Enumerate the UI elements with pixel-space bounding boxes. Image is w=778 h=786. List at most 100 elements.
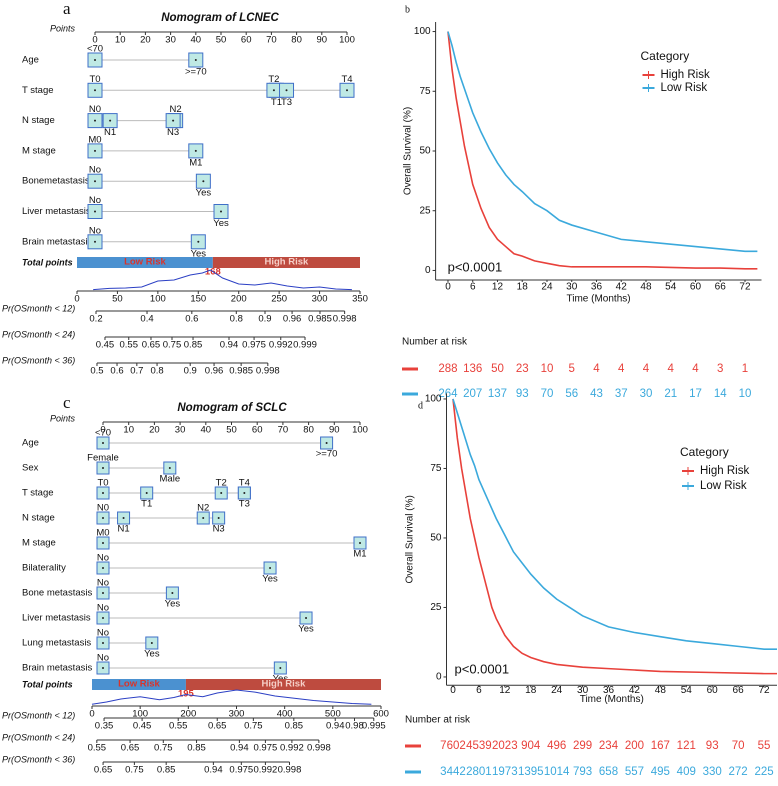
level-label: No bbox=[97, 628, 109, 639]
level-dot bbox=[150, 642, 153, 644]
level-label: N2 bbox=[170, 104, 182, 115]
level-label: Yes bbox=[262, 574, 278, 585]
prob-tick-label: 0.75 bbox=[154, 743, 173, 754]
level-dot bbox=[202, 180, 205, 183]
x-axis-title: Time (Months) bbox=[580, 694, 644, 705]
risk-count: 1014 bbox=[544, 766, 570, 778]
x-tick-label: 100 bbox=[339, 35, 355, 46]
total-label: Total points bbox=[22, 257, 73, 267]
x-tick-label: 30 bbox=[175, 425, 186, 436]
variable-label: Age bbox=[22, 438, 39, 449]
prob-axis-label: Pr(OSmonth < 12) bbox=[2, 710, 75, 720]
prob-tick-label: 0.6 bbox=[110, 366, 123, 377]
level-dot bbox=[325, 442, 328, 444]
x-tick-label: 72 bbox=[739, 282, 751, 293]
level-dot bbox=[269, 567, 272, 569]
prob-tick-label: 0.98 bbox=[345, 721, 364, 732]
prob-tick-label: 0.55 bbox=[119, 340, 138, 351]
survival-curve bbox=[452, 398, 777, 650]
x-tick-label: 6 bbox=[476, 685, 482, 696]
p-value: p<0.0001 bbox=[448, 259, 503, 274]
risk-count: 4539 bbox=[466, 740, 492, 752]
density-curve bbox=[93, 269, 352, 291]
level-dot bbox=[102, 617, 104, 619]
risk-count: 288 bbox=[438, 363, 457, 375]
level-label: M0 bbox=[96, 528, 109, 539]
level-dot bbox=[102, 467, 104, 469]
y-tick-label: 0 bbox=[425, 265, 431, 276]
x-tick-label: 70 bbox=[278, 425, 289, 436]
level-label: T1 bbox=[141, 499, 152, 510]
prob-tick-label: 0.2 bbox=[89, 314, 102, 325]
risk-bar bbox=[212, 257, 360, 268]
prob-tick-label: 0.998 bbox=[278, 765, 302, 776]
prob-tick-label: 0.9 bbox=[184, 366, 197, 377]
level-label: T3 bbox=[281, 97, 292, 108]
variable-label: Liver metastasis bbox=[22, 206, 91, 217]
risk-count: 10 bbox=[739, 388, 752, 400]
level-label: <70 bbox=[95, 428, 111, 439]
y-axis-title: Overall Survival (%) bbox=[405, 495, 416, 583]
x-tick-label: 36 bbox=[603, 685, 615, 696]
prob-tick-label: 0.45 bbox=[96, 340, 115, 351]
risk-bar bbox=[185, 679, 381, 690]
level-label: No bbox=[97, 578, 109, 589]
level-label: Yes bbox=[165, 599, 181, 610]
level-dot bbox=[305, 617, 308, 619]
total-tick-label: 150 bbox=[190, 294, 206, 305]
prob-tick-label: 0.975 bbox=[229, 765, 253, 776]
x-tick-label: 30 bbox=[566, 282, 578, 293]
risk-count: 10 bbox=[541, 363, 554, 375]
risk-table-title: Number at risk bbox=[402, 337, 468, 348]
panel: c Nomogram of SCLC Points 0 10 20 30 40 50 60 70 80… bbox=[2, 393, 389, 776]
risk-count: 121 bbox=[677, 740, 696, 752]
total-tick-label: 500 bbox=[325, 709, 341, 720]
x-tick-label: 12 bbox=[492, 282, 504, 293]
total-tick-label: 0 bbox=[89, 709, 94, 720]
level-label: T1 bbox=[271, 97, 282, 108]
risk-count: 4 bbox=[643, 363, 650, 375]
y-tick-label: 25 bbox=[430, 602, 442, 613]
risk-count: 272 bbox=[729, 766, 748, 778]
level-dot bbox=[172, 119, 175, 122]
level-label: T4 bbox=[341, 74, 352, 85]
level-label: Male bbox=[160, 474, 181, 485]
risk-bar bbox=[92, 679, 186, 690]
survival-curve bbox=[447, 31, 758, 253]
level-label: T0 bbox=[97, 478, 108, 489]
x-tick-label: 60 bbox=[690, 282, 702, 293]
risk-count: 21 bbox=[664, 388, 677, 400]
risk-count: 14 bbox=[714, 388, 727, 400]
risk-count: 496 bbox=[547, 740, 566, 752]
risk-count: 557 bbox=[625, 766, 644, 778]
risk-count: 50 bbox=[491, 363, 504, 375]
survival-curve bbox=[447, 31, 758, 270]
x-tick-label: 66 bbox=[733, 685, 745, 696]
level-dot bbox=[168, 467, 171, 469]
risk-count: 330 bbox=[703, 766, 722, 778]
risk-count: 93 bbox=[706, 740, 719, 752]
variable-label: Brain metastasis bbox=[22, 236, 92, 247]
prob-tick-label: 0.96 bbox=[283, 314, 302, 325]
total-tick-label: 200 bbox=[231, 294, 247, 305]
x-tick-label: 60 bbox=[241, 35, 252, 46]
total-tick-label: 200 bbox=[180, 709, 196, 720]
level-dot bbox=[346, 89, 348, 92]
prob-tick-label: 0.94 bbox=[326, 721, 345, 732]
level-dot bbox=[171, 592, 174, 594]
variable-label: Age bbox=[22, 55, 39, 66]
level-dot bbox=[102, 667, 104, 669]
prob-tick-label: 0.85 bbox=[184, 340, 203, 351]
risk-count: 793 bbox=[573, 766, 592, 778]
prob-tick-label: 0.85 bbox=[285, 721, 304, 732]
points-label: Points bbox=[50, 23, 76, 33]
level-dot bbox=[102, 442, 104, 444]
level-dot bbox=[94, 180, 96, 183]
risk-count: 137 bbox=[488, 388, 507, 400]
variable-label: T stage bbox=[22, 85, 54, 96]
risk-count: 55 bbox=[758, 740, 771, 752]
risk-count: 4 bbox=[593, 363, 600, 375]
risk-count: 299 bbox=[573, 740, 592, 752]
level-dot bbox=[272, 89, 275, 92]
